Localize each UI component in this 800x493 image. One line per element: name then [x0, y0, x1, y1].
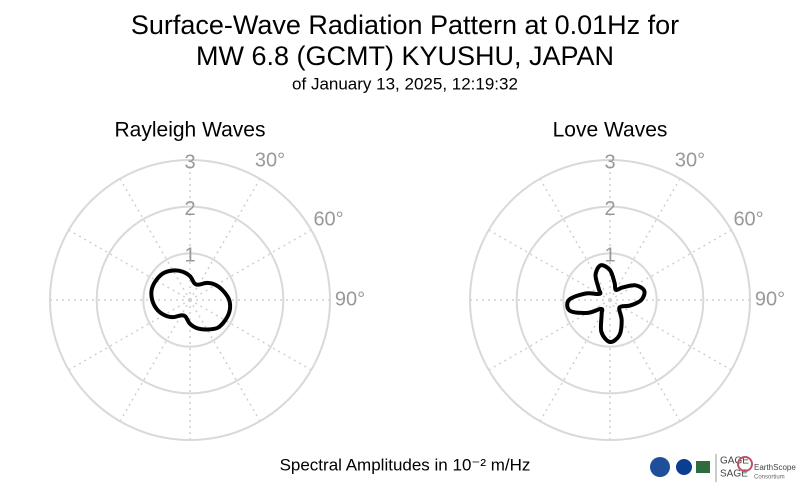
radius-grid-ring: [95, 205, 285, 395]
angle-grid-line: [539, 178, 611, 301]
radius-tick-label: 1: [604, 245, 615, 267]
logos: GAGE SAGE EarthScope Consortium: [650, 454, 796, 482]
logo-text: EarthScope: [754, 463, 796, 472]
logo-text: Consortium: [754, 475, 785, 481]
footer: Spectral Amplitudes in 10⁻² m/Hz: [280, 455, 531, 474]
radiation-pattern: [565, 263, 647, 345]
angle-tick-label: 90°: [335, 288, 365, 310]
angle-grid-line: [488, 229, 611, 301]
angle-grid-line: [609, 229, 732, 301]
angle-grid-line: [68, 299, 191, 371]
radius-tick-label: 2: [184, 198, 195, 220]
radius-tick-label: 1: [184, 245, 195, 267]
title-line: Surface-Wave Radiation Pattern at 0.01Hz…: [131, 10, 679, 40]
angle-tick-label: 90°: [755, 288, 785, 310]
radius-grid-ring: [562, 252, 658, 348]
radius-grid-ring: [469, 159, 751, 441]
logo: [696, 461, 710, 473]
angle-grid-line: [189, 229, 312, 301]
logo: [676, 459, 692, 475]
logo: [650, 457, 670, 477]
subtitle: of January 13, 2025, 12:19:32: [292, 74, 518, 93]
angle-tick-label: 30°: [675, 150, 705, 172]
angle-grid-line: [609, 299, 732, 371]
subplot-title: Love Waves: [553, 119, 668, 142]
angle-grid-line: [119, 299, 191, 422]
angle-tick-label: 60°: [733, 208, 763, 230]
radius-grid-ring: [515, 205, 705, 395]
angle-grid-line: [609, 178, 681, 301]
angle-grid-line: [68, 229, 191, 301]
radius-tick-label: 2: [604, 198, 615, 220]
logo: [737, 456, 753, 472]
logo-text: GAGE: [720, 456, 749, 467]
logo-text: SAGE: [720, 469, 748, 480]
radius-grid-ring: [49, 159, 331, 441]
angle-grid-line: [189, 178, 261, 301]
radiation-pattern: [149, 268, 233, 332]
subplot-title: Rayleigh Waves: [115, 119, 266, 142]
radius-tick-label: 3: [184, 151, 195, 173]
angle-tick-label: 60°: [313, 208, 343, 230]
radius-grid-ring: [142, 252, 238, 348]
radius-tick-label: 3: [604, 151, 615, 173]
title-line: MW 6.8 (GCMT) KYUSHU, JAPAN: [196, 41, 614, 71]
angle-tick-label: 30°: [255, 150, 285, 172]
angle-grid-line: [189, 299, 312, 371]
